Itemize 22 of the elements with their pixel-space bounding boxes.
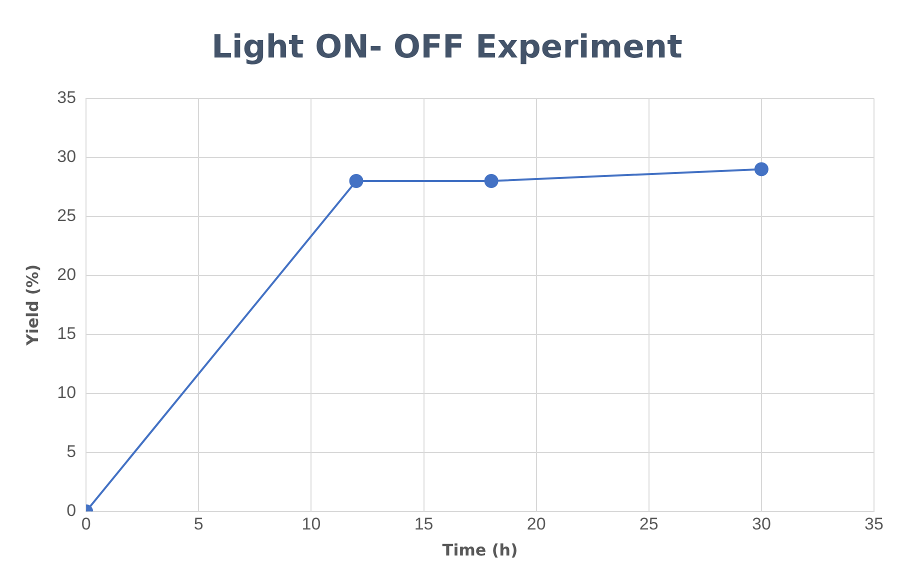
y-tick-label: 15 <box>57 324 76 344</box>
x-tick-label: 35 <box>864 514 884 534</box>
x-tick-label: 30 <box>752 514 771 534</box>
x-tick-label: 10 <box>302 514 321 534</box>
x-tick-label: 0 <box>81 514 91 534</box>
x-tick-label: 20 <box>526 514 546 534</box>
x-tick-label: 15 <box>414 514 434 534</box>
y-tick-label: 5 <box>66 442 76 462</box>
y-tick-label: 20 <box>57 265 76 284</box>
x-tick-label: 25 <box>639 514 658 534</box>
chart-title: Light ON- OFF Experiment <box>212 28 682 66</box>
point <box>349 174 364 188</box>
point <box>754 162 768 176</box>
x-tick-label: 5 <box>194 514 204 534</box>
y-tick-label: 10 <box>57 383 76 402</box>
y-tick-label: 0 <box>66 501 76 520</box>
x-axis-title: Time (h) <box>442 540 518 560</box>
y-tick-label: 35 <box>57 88 76 108</box>
y-tick-label: 25 <box>57 206 76 226</box>
y-tick-label: 30 <box>57 147 76 166</box>
point <box>484 174 498 188</box>
y-axis-title: Yield (%) <box>22 264 42 346</box>
